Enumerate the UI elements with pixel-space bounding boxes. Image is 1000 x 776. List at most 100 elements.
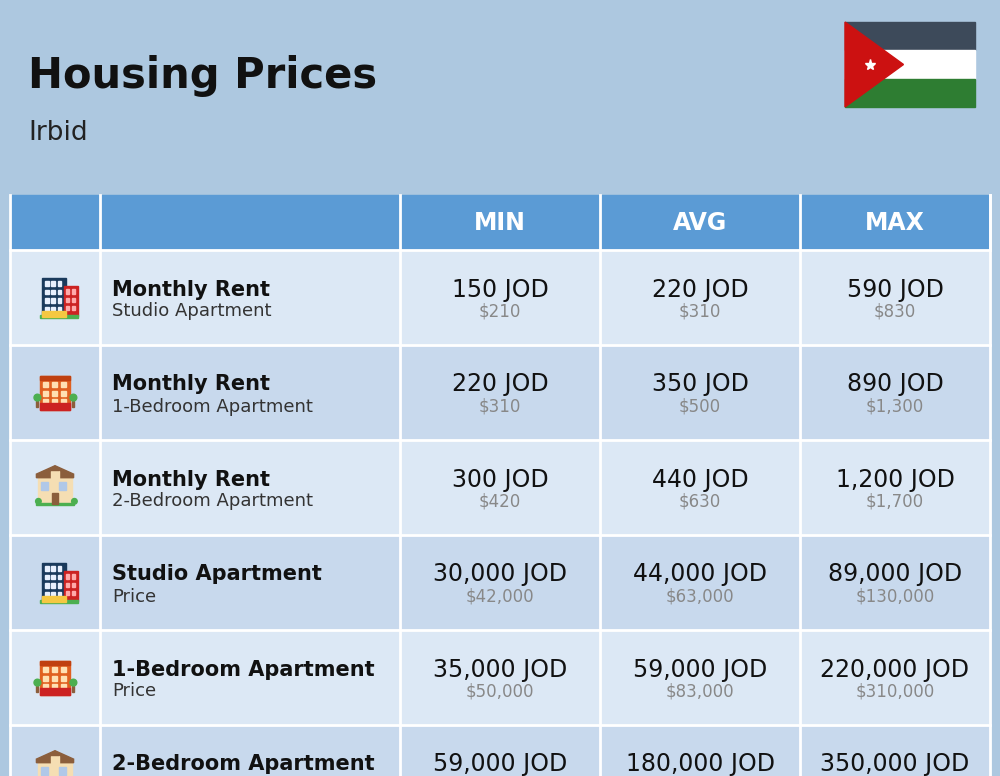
Bar xyxy=(40,376,70,410)
Text: 220 JOD: 220 JOD xyxy=(652,278,748,302)
Bar xyxy=(845,22,975,50)
Bar xyxy=(45,566,49,570)
Bar xyxy=(58,566,61,570)
Bar xyxy=(66,574,69,579)
Text: 300 JOD: 300 JOD xyxy=(452,467,548,491)
Bar xyxy=(58,584,61,588)
Text: 1-Bedroom Apartment: 1-Bedroom Apartment xyxy=(112,397,313,415)
Bar xyxy=(72,306,75,310)
Text: 2-Bedroom Apartment: 2-Bedroom Apartment xyxy=(112,754,375,774)
Bar xyxy=(58,281,61,286)
Bar xyxy=(41,483,48,490)
Bar xyxy=(51,289,55,294)
Bar xyxy=(51,298,55,303)
Bar xyxy=(845,50,975,78)
Text: 220 JOD: 220 JOD xyxy=(452,372,548,397)
Bar xyxy=(51,470,59,479)
Polygon shape xyxy=(36,750,74,763)
Bar xyxy=(52,391,57,396)
Bar xyxy=(59,767,66,775)
Bar xyxy=(10,195,100,250)
Bar xyxy=(40,660,70,664)
Bar xyxy=(36,401,38,407)
Bar xyxy=(100,195,400,250)
Text: Price: Price xyxy=(112,683,156,701)
Bar xyxy=(45,298,49,303)
Bar xyxy=(42,563,66,602)
Text: $310: $310 xyxy=(479,397,521,415)
Text: 350 JOD: 350 JOD xyxy=(652,372,748,397)
Bar xyxy=(52,667,57,672)
Bar xyxy=(58,592,61,597)
Text: 2-Bedroom Apartment: 2-Bedroom Apartment xyxy=(112,493,313,511)
Text: 30,000 JOD: 30,000 JOD xyxy=(433,563,567,587)
Bar xyxy=(43,684,48,689)
Bar xyxy=(72,583,75,587)
Text: $83,000: $83,000 xyxy=(666,683,734,701)
Bar xyxy=(45,584,49,588)
Bar xyxy=(51,756,59,764)
Bar xyxy=(66,591,69,595)
Text: $500: $500 xyxy=(679,397,721,415)
Bar xyxy=(45,307,49,312)
Circle shape xyxy=(70,679,77,686)
Bar xyxy=(43,667,48,672)
Bar xyxy=(66,306,69,310)
Bar xyxy=(42,278,66,317)
Text: MIN: MIN xyxy=(474,210,526,234)
Bar xyxy=(51,574,55,580)
Bar xyxy=(52,383,57,387)
Text: 180,000 JOD: 180,000 JOD xyxy=(626,753,774,776)
Text: $210: $210 xyxy=(479,303,521,320)
Bar xyxy=(45,289,49,294)
Bar xyxy=(72,591,75,595)
Text: AVG: AVG xyxy=(673,210,727,234)
Bar xyxy=(43,383,48,387)
Bar xyxy=(72,289,75,294)
Bar xyxy=(51,592,55,597)
Bar xyxy=(10,345,990,440)
Bar xyxy=(43,676,48,681)
Bar xyxy=(43,400,48,404)
Text: 220,000 JOD: 220,000 JOD xyxy=(820,657,970,681)
Bar xyxy=(61,667,66,672)
Bar xyxy=(52,684,57,689)
Circle shape xyxy=(72,498,77,504)
Bar xyxy=(40,315,78,318)
Text: $310,000: $310,000 xyxy=(855,683,935,701)
Bar xyxy=(10,535,990,630)
Circle shape xyxy=(70,394,77,401)
Text: Studio Apartment: Studio Apartment xyxy=(112,564,322,584)
Text: $42,000: $42,000 xyxy=(466,587,534,605)
Text: 590 JOD: 590 JOD xyxy=(847,278,943,302)
Bar xyxy=(72,686,74,692)
Bar xyxy=(52,494,58,504)
Bar xyxy=(38,478,72,504)
Text: 890 JOD: 890 JOD xyxy=(847,372,943,397)
Bar xyxy=(45,574,49,580)
Bar xyxy=(72,401,74,407)
Bar xyxy=(40,688,70,695)
Text: $1,700: $1,700 xyxy=(866,493,924,511)
Bar xyxy=(10,725,990,776)
Polygon shape xyxy=(51,466,59,470)
Text: 59,000 JOD: 59,000 JOD xyxy=(433,753,567,776)
Polygon shape xyxy=(845,22,904,107)
Bar xyxy=(36,686,38,692)
Bar xyxy=(58,298,61,303)
Bar xyxy=(58,307,61,312)
Text: 150 JOD: 150 JOD xyxy=(452,278,548,302)
Circle shape xyxy=(34,394,41,401)
Text: 35,000 JOD: 35,000 JOD xyxy=(433,657,567,681)
Bar xyxy=(600,195,800,250)
Bar xyxy=(51,307,55,312)
Bar xyxy=(36,503,74,504)
Bar xyxy=(42,597,66,602)
Bar xyxy=(66,297,69,302)
Bar xyxy=(38,763,72,776)
Bar xyxy=(51,281,55,286)
Bar xyxy=(52,676,57,681)
Text: MAX: MAX xyxy=(865,210,925,234)
Text: 44,000 JOD: 44,000 JOD xyxy=(633,563,767,587)
Bar xyxy=(58,574,61,580)
